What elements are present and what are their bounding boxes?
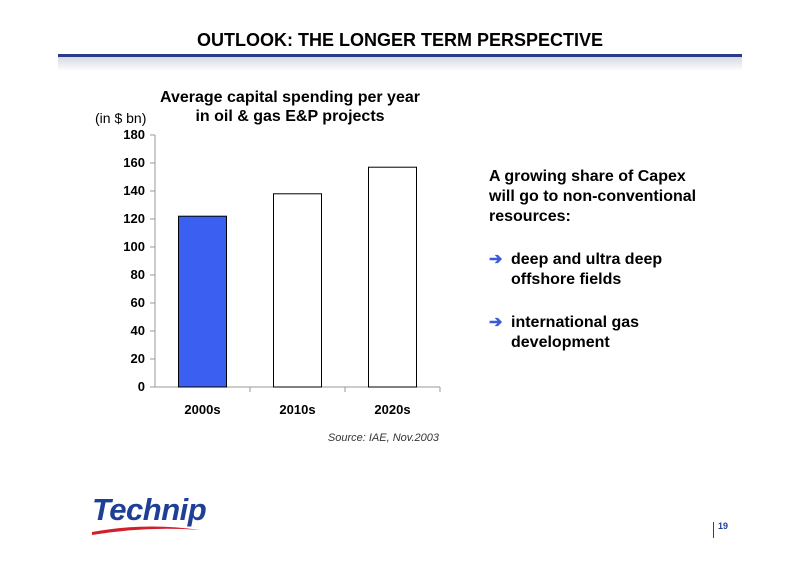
y-tick-label: 60 <box>131 295 145 310</box>
x-tick-label: 2000s <box>184 402 220 417</box>
bullet-line: deep and ultra deep <box>511 251 663 268</box>
y-tick-label: 140 <box>123 183 145 198</box>
bar-2010s <box>273 193 322 388</box>
y-tick-label: 120 <box>123 211 145 226</box>
bullet-line: international gas <box>511 314 640 331</box>
y-axis-unit-label: (in $ bn) <box>95 110 147 126</box>
arrow-right-icon: ➔ <box>489 251 503 268</box>
technip-logo: Technip <box>92 492 207 535</box>
y-tick-label: 180 <box>123 127 145 142</box>
bullet-line: development <box>511 334 610 351</box>
y-tick-label: 160 <box>123 155 145 170</box>
arrow-right-icon: ➔ <box>489 314 503 331</box>
side-intro-text: A growing share of Capex will go to non-… <box>489 167 749 227</box>
logo-text: Technip <box>92 492 207 527</box>
page-number-bar <box>713 522 714 538</box>
bullet-line: offshore fields <box>511 271 622 288</box>
chart-title: Average capital spending per year in oil… <box>160 89 420 125</box>
y-tick-label: 40 <box>131 323 145 338</box>
bar-2020s <box>368 166 417 388</box>
side-intro-line: A growing share of Capex <box>489 168 686 185</box>
y-tick-label: 100 <box>123 239 145 254</box>
side-intro-line: resources: <box>489 208 571 225</box>
bar-2000s <box>178 215 227 388</box>
side-intro-line: will go to non-conventional <box>489 188 697 205</box>
logo-swoosh-icon <box>92 526 200 535</box>
x-tick-label: 2010s <box>279 402 315 417</box>
title-rule-shadow <box>58 57 742 71</box>
y-tick-label: 20 <box>131 351 145 366</box>
page-number: 19 <box>718 521 729 531</box>
chart-source: Source: IAE, Nov.2003 <box>327 432 439 444</box>
y-tick-label: 0 <box>138 379 145 394</box>
y-tick-label: 80 <box>131 267 145 282</box>
slide-title: OUTLOOK: THE LONGER TERM PERSPECTIVE <box>196 30 604 50</box>
x-tick-label: 2020s <box>374 402 410 417</box>
title-rule <box>58 54 742 57</box>
